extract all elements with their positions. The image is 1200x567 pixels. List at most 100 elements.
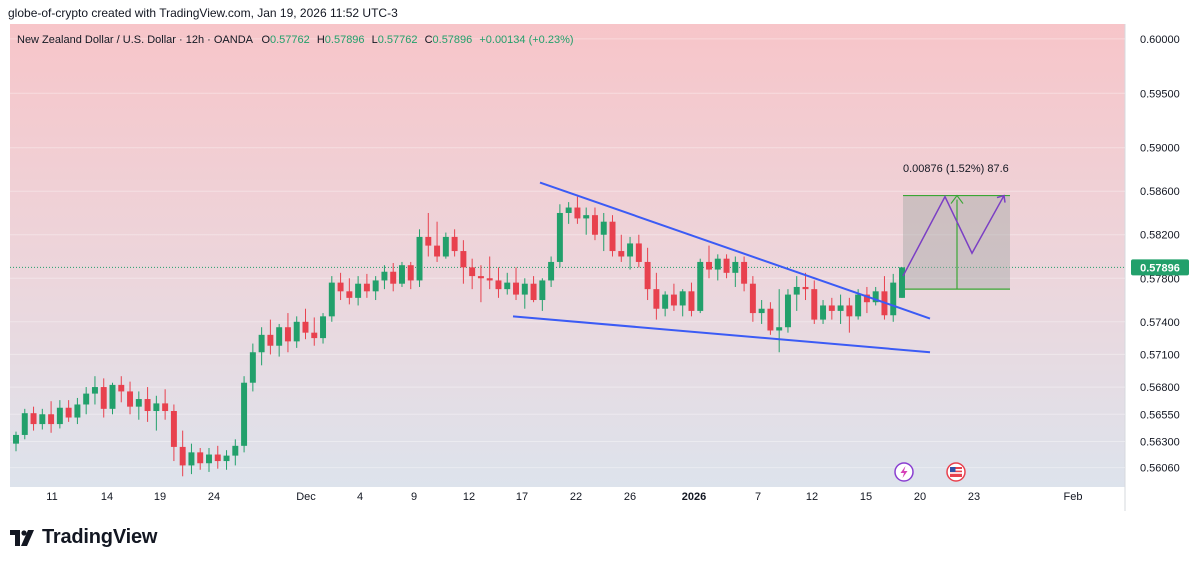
candle-body (513, 282, 520, 295)
candle-body (627, 243, 634, 257)
x-axis-band (10, 487, 1125, 511)
price-tick-label: 0.60000 (1140, 34, 1180, 46)
close-value: 0.57896 (433, 34, 473, 46)
candle-body (635, 243, 642, 262)
time-tick-label: 22 (570, 491, 582, 503)
price-tick-label: 0.57400 (1140, 317, 1180, 329)
candle-body (407, 265, 414, 281)
projection-path[interactable] (902, 194, 1006, 277)
high-value: 0.57896 (325, 34, 365, 46)
close-label: C (425, 34, 433, 46)
candle-body (83, 393, 90, 405)
candle-body (416, 236, 423, 281)
lightning-icon[interactable] (894, 462, 914, 482)
candle-body (548, 261, 555, 281)
chart-caption: globe-of-crypto created with TradingView… (8, 6, 398, 20)
time-tick-label: 11 (46, 491, 57, 503)
time-tick-label: 15 (860, 491, 872, 503)
candle-body (223, 455, 230, 462)
trendline (512, 315, 931, 354)
candle-body (469, 267, 476, 277)
candle-body (600, 221, 607, 235)
candle-body (206, 454, 212, 464)
candle-body (872, 291, 879, 303)
candle-body (249, 352, 256, 383)
price-tick-label: 0.57100 (1140, 349, 1180, 361)
candle-body (118, 384, 125, 392)
candle-body (556, 212, 563, 262)
candle-body (144, 399, 151, 412)
candle-body (179, 446, 186, 466)
candle-body (714, 258, 721, 270)
candle-body (21, 413, 28, 435)
candle-body (425, 236, 432, 246)
candle-body (662, 294, 669, 309)
candle-body (434, 245, 441, 257)
candle-body (372, 280, 379, 292)
price-tick-label: 0.56550 (1140, 409, 1180, 421)
candle-body (197, 452, 204, 464)
trendlines[interactable] (512, 181, 931, 354)
candle-body (767, 308, 774, 331)
candle-body (451, 236, 458, 252)
candle-body (65, 407, 72, 418)
candle-body (609, 221, 616, 252)
projection-line (902, 194, 1005, 277)
time-tick-label: 12 (806, 491, 818, 503)
candle-body (749, 283, 756, 314)
candle-body (653, 289, 660, 309)
candle-body (723, 258, 730, 273)
time-tick-label: 2026 (682, 491, 706, 503)
candle-body (591, 215, 598, 235)
candle-body (302, 321, 309, 333)
symbol-legend: New Zealand Dollar / U.S. Dollar · 12h ·… (17, 34, 574, 46)
price-tick-label: 0.56300 (1140, 436, 1180, 448)
time-axis[interactable]: 11 14 19 24 Dec 4 9 12 17 22 26 2026 7 12 15 20 23 Feb (46, 491, 1082, 503)
candle-body (153, 403, 160, 412)
candle-body (442, 236, 449, 257)
time-tick-label: 19 (154, 491, 166, 503)
time-tick-label: 24 (208, 491, 220, 503)
price-tick-label: 0.56060 (1140, 463, 1180, 475)
candle-body (337, 282, 344, 292)
candle-body (802, 286, 809, 290)
time-tick-label: 23 (968, 491, 980, 503)
candle-body (855, 294, 862, 317)
candle-body (127, 391, 134, 407)
tradingview-logo[interactable]: TradingView (10, 526, 157, 549)
candle-body (74, 404, 81, 418)
time-tick-label: 4 (357, 491, 363, 503)
candle-body (355, 283, 362, 298)
candle-body (521, 283, 528, 295)
candle-body (732, 261, 739, 273)
candle-body (820, 305, 827, 320)
time-tick-label: 12 (463, 491, 475, 503)
candle-body (170, 411, 177, 447)
price-axis[interactable]: 0.60000 0.59500 0.59000 0.58600 0.58200 0.578… (1140, 34, 1180, 475)
candle-body (688, 291, 695, 311)
candle-body (390, 271, 397, 284)
candle-body (460, 251, 467, 268)
candle-body (828, 305, 835, 311)
candle-body (706, 261, 712, 270)
time-tick-label: 26 (624, 491, 636, 503)
candle-body (30, 413, 37, 425)
candle-body (899, 267, 905, 298)
time-tick-label: 14 (101, 491, 113, 503)
price-range-tool[interactable] (903, 194, 1010, 290)
candle-body (267, 334, 274, 346)
candle-body (583, 215, 590, 219)
price-tick-label: 0.56800 (1140, 382, 1180, 394)
price-range-label: 0.00876 (1.52%) 87.6 (903, 163, 1009, 175)
candle-body (56, 407, 63, 425)
candle-body (504, 282, 511, 290)
candle-body (328, 282, 335, 317)
candle-body (293, 321, 300, 342)
us-flag-icon[interactable] (946, 462, 966, 482)
candle-body (398, 265, 405, 284)
candle-body (741, 261, 748, 284)
candle-body (311, 332, 318, 339)
candle-body (232, 445, 239, 456)
candle-body (618, 251, 625, 257)
